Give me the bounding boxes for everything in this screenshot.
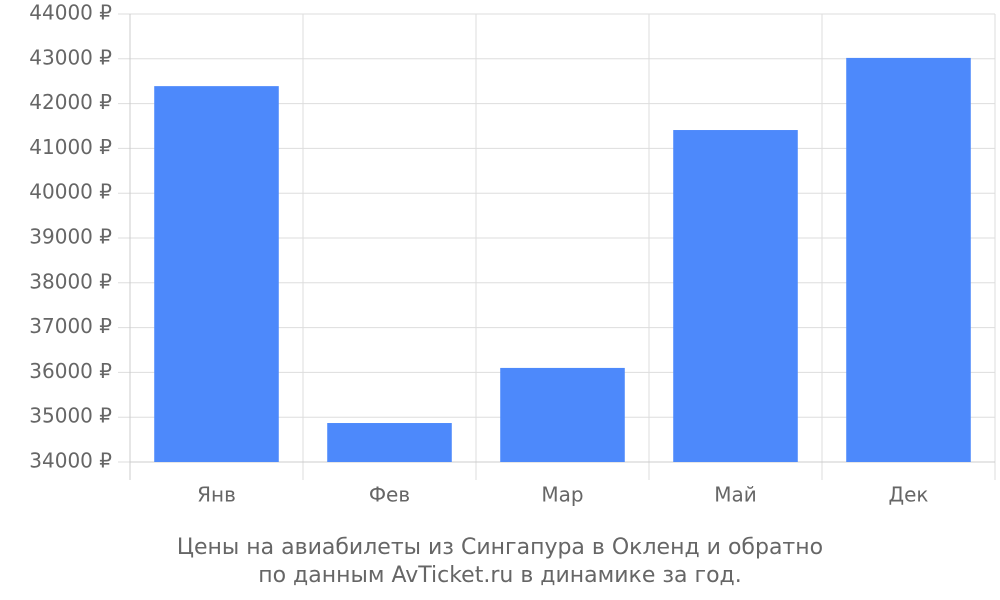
y-tick-label: 36000 ₽ (29, 359, 112, 383)
y-tick-label: 44000 ₽ (29, 1, 112, 25)
caption-line: по данным AvTicket.ru в динамике за год. (258, 563, 742, 588)
y-tick-label: 37000 ₽ (29, 314, 112, 338)
y-tick-label: 35000 ₽ (29, 404, 112, 428)
bar (500, 367, 625, 462)
bar (154, 86, 279, 463)
y-tick-label: 38000 ₽ (29, 269, 112, 293)
x-tick-label: Мар (541, 483, 583, 507)
y-tick-label: 40000 ₽ (29, 180, 112, 204)
caption-line: Цены на авиабилеты из Сингапура в Окленд… (177, 535, 823, 560)
y-tick-label: 41000 ₽ (29, 135, 112, 159)
x-tick-label: Янв (197, 483, 236, 507)
x-tick-label: Май (714, 483, 757, 507)
y-tick-label: 34000 ₽ (29, 449, 112, 473)
bar (846, 57, 971, 463)
y-tick-label: 43000 ₽ (29, 45, 112, 69)
y-tick-label: 42000 ₽ (29, 90, 112, 114)
bar (327, 423, 452, 462)
bar (673, 130, 798, 463)
y-tick-label: 39000 ₽ (29, 225, 112, 249)
x-tick-label: Дек (888, 483, 928, 507)
x-tick-label: Фев (369, 483, 410, 507)
